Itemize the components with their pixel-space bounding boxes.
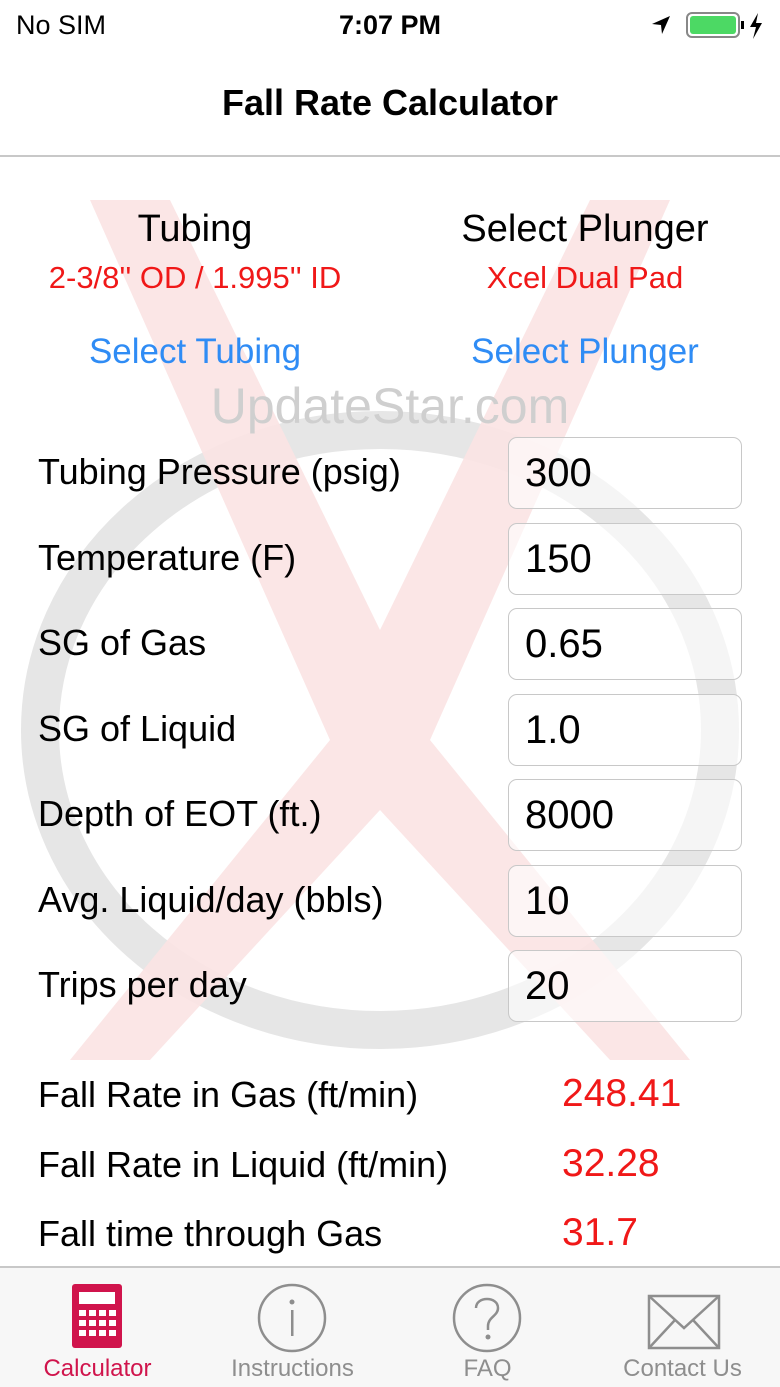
page-title: Fall Rate Calculator [0, 50, 780, 157]
tubing-value: 2-3/8'' OD / 1.995'' ID [48, 260, 342, 295]
input-field[interactable]: 8000 [508, 779, 742, 851]
tab-label: Contact Us [623, 1355, 742, 1382]
input-label: SG of Liquid [38, 707, 237, 749]
result-label: Fall Rate in Liquid (ft/min) [38, 1143, 449, 1185]
result-label: Fall Rate in Gas (ft/min) [38, 1074, 419, 1115]
result-value: 32.28 [562, 1141, 660, 1185]
input-field[interactable]: 10 [508, 864, 742, 937]
input-label: SG of Gas [38, 622, 207, 663]
tab-faq[interactable]: FAQ [390, 1268, 585, 1387]
input-field[interactable]: 300 [508, 437, 742, 509]
result-value: 31.7 [562, 1211, 638, 1254]
carrier: No SIM [16, 10, 107, 40]
tab-label: Calculator [43, 1355, 152, 1382]
info-icon [257, 1283, 327, 1353]
input-label: Avg. Liquid/day (bbls) [38, 878, 384, 920]
select-tubing-button[interactable]: Select Tubing [88, 332, 302, 371]
plunger-value: Xcel Dual Pad [486, 260, 684, 295]
tab-calculator[interactable]: Calculator [0, 1268, 195, 1387]
input-label: Depth of EOT (ft.) [38, 793, 322, 834]
battery-icon [686, 12, 762, 39]
input-field[interactable]: 20 [508, 950, 742, 1022]
input-label: Tubing Pressure (psig) [38, 451, 401, 492]
tab-label: Instructions [231, 1355, 354, 1382]
question-icon [452, 1283, 522, 1353]
tab-label: FAQ [463, 1355, 512, 1382]
plunger-heading: Select Plunger [461, 208, 709, 250]
calculator-icon [72, 1284, 122, 1348]
clock: 7:07 PM [338, 10, 442, 40]
result-label: Fall time through Gas [38, 1213, 383, 1254]
input-field[interactable]: 0.65 [508, 608, 742, 680]
tab-instructions[interactable]: Instructions [195, 1268, 390, 1387]
location-icon [652, 16, 670, 34]
tab-contact-us[interactable]: Contact Us [585, 1268, 780, 1387]
input-label: Trips per day [38, 964, 247, 1005]
input-field[interactable]: 150 [508, 522, 742, 595]
envelope-icon [647, 1294, 721, 1350]
watermark-text: UpdateStar.com [210, 378, 570, 434]
select-plunger-button[interactable]: Select Plunger [471, 332, 699, 371]
tab-bar: Calculator Instructions FAQ Contact Us [0, 1266, 780, 1387]
status-bar: No SIM 7:07 PM [0, 0, 780, 50]
result-value: 248.41 [562, 1072, 682, 1115]
input-field[interactable]: 1.0 [508, 693, 742, 766]
input-label: Temperature (F) [38, 536, 297, 578]
tubing-heading: Tubing [137, 208, 253, 250]
